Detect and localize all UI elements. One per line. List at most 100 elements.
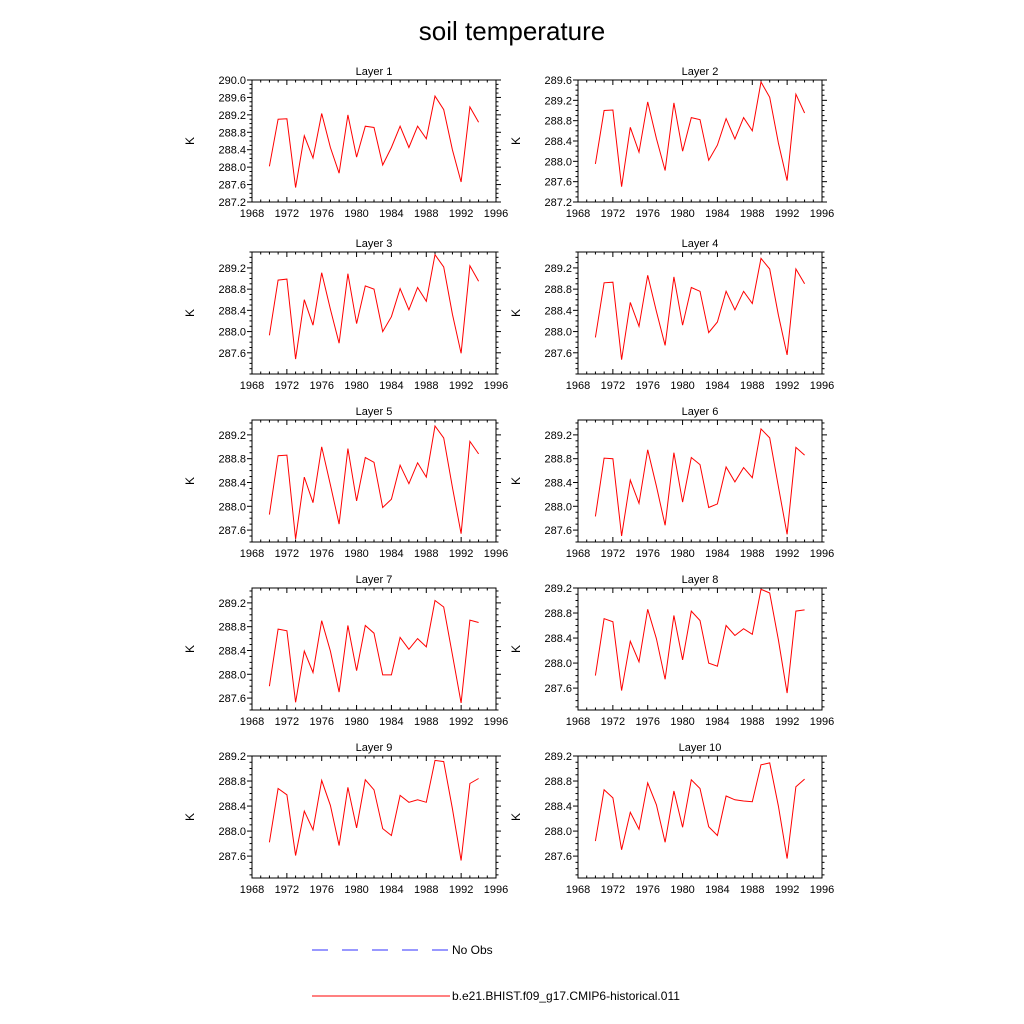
y-tick-label: 288.8 [544, 776, 572, 788]
y-tick-label: 289.2 [544, 263, 572, 275]
legend: No Obs b.e21.BHIST.f09_g17.CMIP6-historic… [312, 943, 680, 1003]
x-tick-label: 1984 [705, 208, 729, 220]
x-tick-label: 1992 [775, 716, 799, 728]
y-tick-label: 289.2 [218, 263, 246, 275]
series-line-model [268, 759, 479, 861]
figure-title: soil temperature [419, 16, 605, 46]
y-tick-label: 288.0 [544, 501, 572, 513]
y-tick-label: 288.8 [218, 284, 246, 296]
x-tick-label: 1988 [740, 380, 764, 392]
series-line-model [268, 599, 479, 703]
y-tick-label: 289.2 [544, 583, 572, 595]
x-tick-label: 1968 [240, 884, 264, 896]
panels-grid: Layer 1 1968 1972 1976 1980 1984 1988 1992 1996 2… [183, 66, 834, 896]
x-tick-label: 1988 [740, 208, 764, 220]
x-tick-label: 1976 [635, 380, 659, 392]
x-tick-label: 1980 [670, 208, 694, 220]
y-tick-label: 287.6 [218, 525, 246, 537]
series-line-model [594, 257, 806, 360]
panel-title: Layer 1 [356, 66, 393, 78]
x-tick-label: 1992 [449, 716, 473, 728]
panel-layer-3: Layer 3 1968 1972 1976 1980 1984 1988 1992 1996 2… [183, 238, 508, 392]
panel-layer-8: Layer 8 1968 1972 1976 1980 1984 1988 1992 1996 2… [509, 574, 834, 728]
x-tick-label: 1980 [344, 548, 368, 560]
y-axis-label: K [183, 645, 197, 653]
x-tick-label: 1980 [344, 380, 368, 392]
series-line-model [594, 80, 806, 187]
x-tick-label: 1972 [601, 380, 625, 392]
x-tick-label: 1996 [810, 208, 834, 220]
y-tick-label: 289.2 [218, 598, 246, 610]
x-tick-label: 1972 [601, 884, 625, 896]
x-tick-label: 1984 [705, 548, 729, 560]
x-tick-label: 1976 [635, 548, 659, 560]
x-tick-label: 1996 [484, 380, 508, 392]
y-tick-label: 288.0 [544, 156, 572, 168]
y-tick-label: 288.8 [218, 454, 246, 466]
x-tick-label: 1972 [275, 716, 299, 728]
y-tick-label: 288.8 [218, 127, 246, 139]
x-tick-label: 1980 [344, 716, 368, 728]
y-tick-label: 288.8 [544, 284, 572, 296]
legend-entry: No Obs [312, 943, 493, 957]
panel-title: Layer 9 [356, 742, 393, 754]
y-tick-label: 288.4 [544, 477, 572, 489]
y-axis-label: K [183, 477, 197, 485]
x-tick-label: 1984 [705, 716, 729, 728]
x-tick-label: 1992 [449, 208, 473, 220]
y-tick-label: 287.6 [218, 348, 246, 360]
x-tick-label: 1992 [775, 380, 799, 392]
x-tick-label: 1980 [670, 548, 694, 560]
x-tick-label: 1976 [309, 716, 333, 728]
x-tick-label: 1976 [309, 380, 333, 392]
y-axis-label: K [509, 309, 523, 317]
x-tick-label: 1972 [601, 548, 625, 560]
x-tick-label: 1976 [309, 208, 333, 220]
x-tick-label: 1988 [740, 884, 764, 896]
panel-title: Layer 3 [356, 238, 393, 250]
panel-title: Layer 10 [679, 742, 722, 754]
series-line-model [268, 253, 480, 360]
x-tick-label: 1968 [240, 716, 264, 728]
x-tick-label: 1972 [275, 884, 299, 896]
panel-layer-2: Layer 2 1968 1972 1976 1980 1984 1988 1992 1996 2… [509, 66, 834, 220]
x-tick-label: 1996 [484, 884, 508, 896]
x-tick-label: 1996 [484, 208, 508, 220]
x-tick-label: 1992 [775, 884, 799, 896]
x-tick-label: 1992 [775, 548, 799, 560]
y-axis-label: K [509, 813, 523, 821]
x-tick-label: 1984 [379, 716, 403, 728]
panel-layer-5: Layer 5 1968 1972 1976 1980 1984 1988 1992 1996 2… [183, 406, 508, 560]
plot-frame [577, 79, 823, 203]
y-tick-label: 287.6 [544, 177, 572, 189]
plot-frame [577, 587, 823, 711]
plot-frame [251, 755, 497, 879]
y-tick-label: 289.2 [218, 430, 246, 442]
y-tick-label: 288.4 [218, 801, 246, 813]
y-tick-label: 287.6 [218, 851, 246, 863]
y-axis-label: K [509, 137, 523, 145]
y-tick-label: 289.6 [544, 75, 572, 87]
legend-entry: b.e21.BHIST.f09_g17.CMIP6-historical.011 [312, 989, 680, 1003]
panel-layer-9: Layer 9 1968 1972 1976 1980 1984 1988 1992 1996 2… [183, 742, 508, 896]
y-tick-label: 288.4 [544, 305, 572, 317]
panel-title: Layer 2 [682, 66, 719, 78]
x-tick-label: 1988 [740, 548, 764, 560]
legend-label: b.e21.BHIST.f09_g17.CMIP6-historical.011 [452, 989, 680, 1003]
series-line-model [268, 94, 480, 188]
y-tick-label: 288.4 [544, 633, 572, 645]
panel-layer-6: Layer 6 1968 1972 1976 1980 1984 1988 1992 1996 2… [509, 406, 834, 560]
y-tick-label: 288.8 [218, 622, 246, 634]
x-tick-label: 1984 [379, 208, 403, 220]
x-tick-label: 1980 [344, 208, 368, 220]
x-tick-label: 1984 [379, 380, 403, 392]
x-tick-label: 1968 [566, 884, 590, 896]
plot-frame [577, 251, 823, 375]
x-tick-label: 1988 [414, 884, 438, 896]
y-tick-label: 287.6 [218, 693, 246, 705]
x-tick-label: 1980 [670, 380, 694, 392]
y-tick-label: 289.2 [218, 751, 246, 763]
x-tick-label: 1996 [810, 884, 834, 896]
x-tick-label: 1988 [414, 716, 438, 728]
